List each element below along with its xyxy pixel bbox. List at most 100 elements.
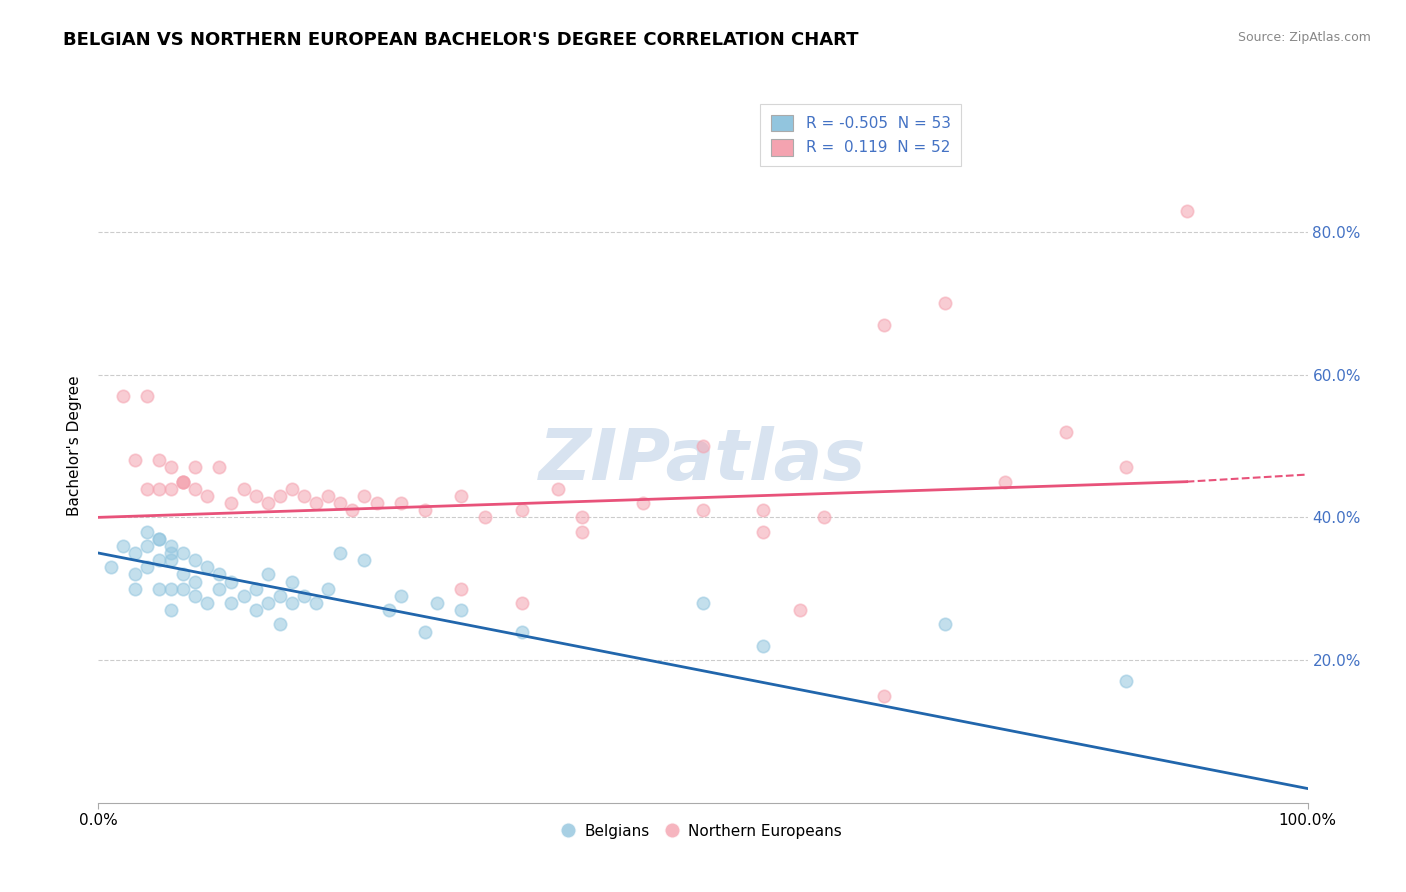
Point <box>692 596 714 610</box>
Point <box>195 596 218 610</box>
Point <box>426 596 449 610</box>
Point <box>184 553 207 567</box>
Point <box>245 603 267 617</box>
Point <box>413 624 436 639</box>
Point <box>172 475 194 489</box>
Point <box>571 510 593 524</box>
Point <box>148 553 170 567</box>
Point <box>245 582 267 596</box>
Point <box>692 439 714 453</box>
Point <box>124 453 146 467</box>
Point <box>377 603 399 617</box>
Point <box>160 539 183 553</box>
Point <box>305 496 328 510</box>
Point <box>1175 203 1198 218</box>
Point <box>100 560 122 574</box>
Point <box>172 475 194 489</box>
Point <box>160 482 183 496</box>
Point <box>208 582 231 596</box>
Point <box>571 524 593 539</box>
Point <box>232 482 254 496</box>
Point <box>221 496 243 510</box>
Point <box>510 596 533 610</box>
Point <box>366 496 388 510</box>
Point <box>813 510 835 524</box>
Point <box>1115 674 1137 689</box>
Point <box>256 496 278 510</box>
Point <box>135 389 157 403</box>
Point <box>124 582 146 596</box>
Point <box>184 482 207 496</box>
Point <box>329 496 352 510</box>
Point <box>172 546 194 560</box>
Point <box>873 689 896 703</box>
Point <box>450 603 472 617</box>
Point <box>342 503 364 517</box>
Point <box>329 546 352 560</box>
Point <box>172 582 194 596</box>
Point <box>281 596 304 610</box>
Text: BELGIAN VS NORTHERN EUROPEAN BACHELOR'S DEGREE CORRELATION CHART: BELGIAN VS NORTHERN EUROPEAN BACHELOR'S … <box>63 31 859 49</box>
Point <box>269 489 291 503</box>
Point <box>413 503 436 517</box>
Point <box>245 489 267 503</box>
Point <box>256 596 278 610</box>
Point <box>160 553 183 567</box>
Text: Source: ZipAtlas.com: Source: ZipAtlas.com <box>1237 31 1371 45</box>
Point <box>789 603 811 617</box>
Legend: Belgians, Northern Europeans: Belgians, Northern Europeans <box>558 818 848 845</box>
Point <box>160 603 183 617</box>
Point <box>160 546 183 560</box>
Point <box>934 617 956 632</box>
Point <box>256 567 278 582</box>
Point <box>316 489 339 503</box>
Point <box>195 560 218 574</box>
Point <box>184 460 207 475</box>
Point <box>934 296 956 310</box>
Point <box>184 574 207 589</box>
Point <box>292 489 315 503</box>
Point <box>510 624 533 639</box>
Point <box>450 582 472 596</box>
Point <box>292 589 315 603</box>
Point <box>111 389 134 403</box>
Point <box>221 596 243 610</box>
Point <box>111 539 134 553</box>
Point <box>148 532 170 546</box>
Point <box>281 482 304 496</box>
Point <box>124 546 146 560</box>
Point <box>389 589 412 603</box>
Point <box>873 318 896 332</box>
Point <box>135 524 157 539</box>
Point <box>1115 460 1137 475</box>
Point <box>474 510 496 524</box>
Point <box>172 567 194 582</box>
Point <box>353 489 375 503</box>
Point <box>148 482 170 496</box>
Point <box>1054 425 1077 439</box>
Y-axis label: Bachelor's Degree: Bachelor's Degree <box>67 376 83 516</box>
Text: ZIPatlas: ZIPatlas <box>540 425 866 495</box>
Point <box>305 596 328 610</box>
Point <box>172 475 194 489</box>
Point <box>752 639 775 653</box>
Point <box>184 589 207 603</box>
Point <box>631 496 654 510</box>
Point <box>135 560 157 574</box>
Point <box>232 589 254 603</box>
Point <box>208 567 231 582</box>
Point <box>752 503 775 517</box>
Point <box>389 496 412 510</box>
Point <box>135 539 157 553</box>
Point <box>148 453 170 467</box>
Point <box>353 553 375 567</box>
Point <box>269 617 291 632</box>
Point <box>208 460 231 475</box>
Point <box>269 589 291 603</box>
Point <box>510 503 533 517</box>
Point <box>160 460 183 475</box>
Point <box>994 475 1017 489</box>
Point <box>692 503 714 517</box>
Point <box>450 489 472 503</box>
Point <box>124 567 146 582</box>
